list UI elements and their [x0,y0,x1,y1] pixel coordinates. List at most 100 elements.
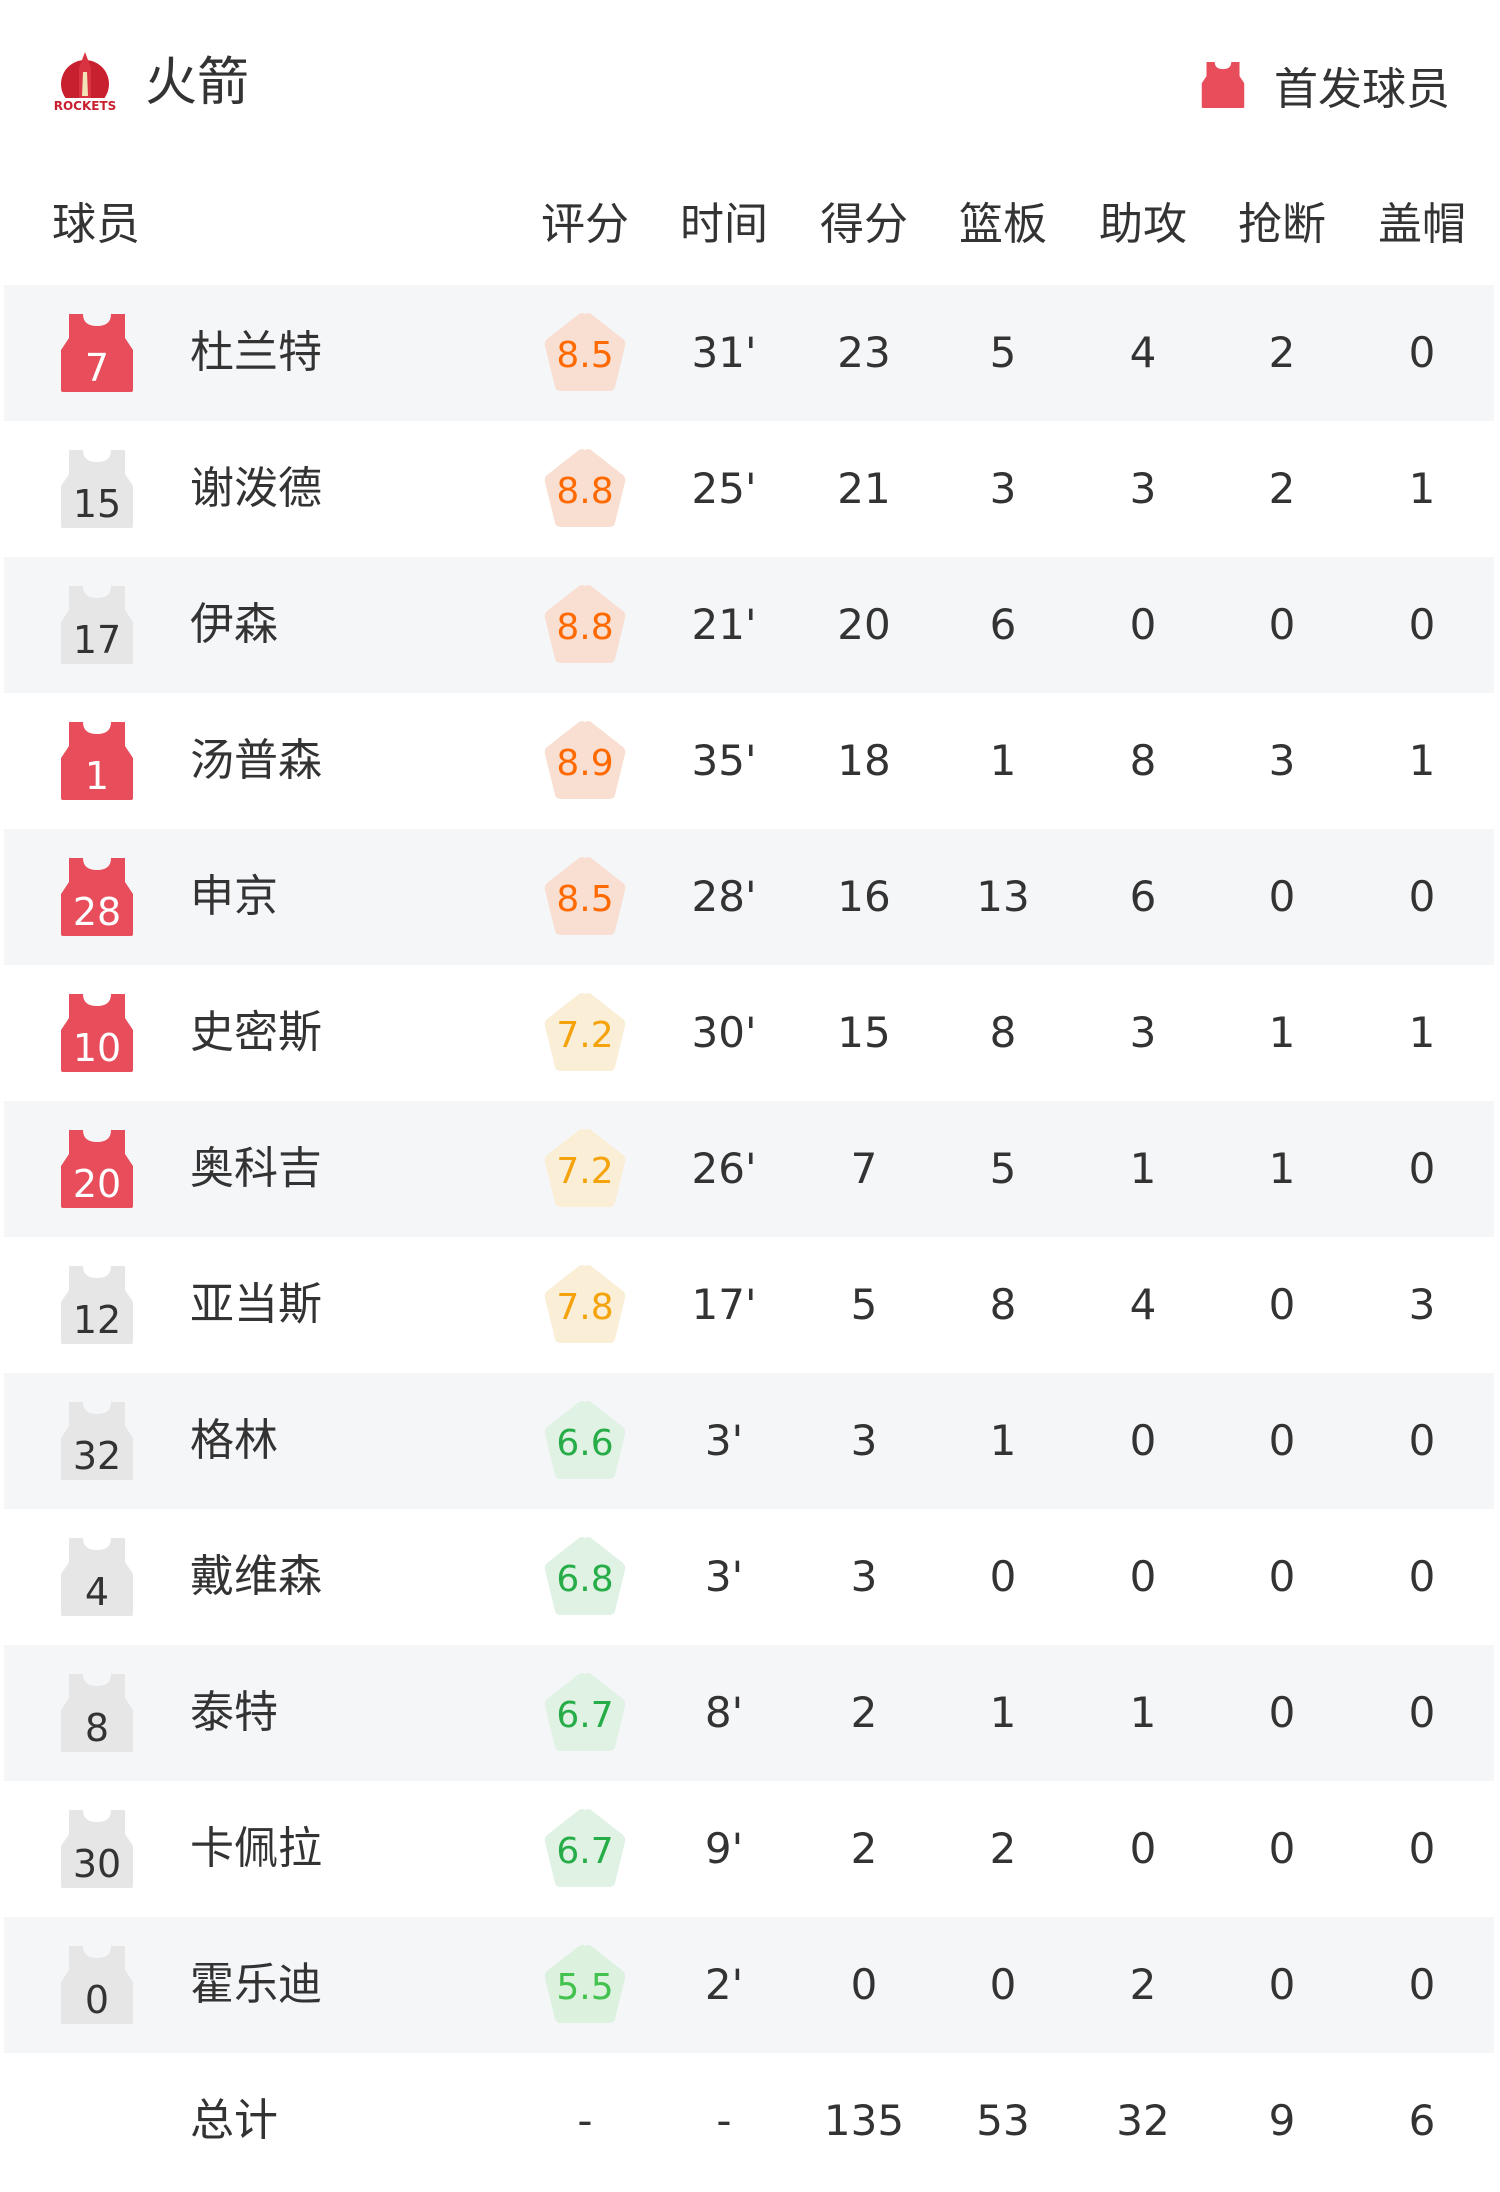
rating-badge: 8.9 [543,719,627,801]
column-header-assists[interactable]: 助攻 [1099,199,1187,250]
player-name[interactable]: 谢泼德 [190,463,322,514]
totals-steals: 9 [1268,2096,1296,2145]
player-name[interactable]: 奥科吉 [190,1143,322,1194]
player-name[interactable]: 戴维森 [190,1551,322,1602]
jersey-icon: 12 [61,1266,133,1344]
jersey-number: 15 [73,482,121,526]
pentagon-icon [544,1537,626,1615]
stat-assists: 0 [1129,600,1157,649]
jersey-number: 10 [73,1026,121,1070]
pentagon-icon [544,857,626,935]
table-row[interactable]: 4 戴维森 6.8 3' 3 0 0 0 0 [4,1509,1494,1645]
table-row[interactable]: 20 奥科吉 7.2 26' 7 5 1 1 0 [4,1101,1494,1237]
stat-blocks: 0 [1408,1688,1436,1737]
rating-badge: 6.6 [543,1399,627,1481]
rating-badge: 7.2 [543,991,627,1073]
pentagon-icon [544,1673,626,1751]
stat-steals: 0 [1268,1688,1296,1737]
stat-blocks: 0 [1408,1552,1436,1601]
table-row[interactable]: 30 卡佩拉 6.7 9' 2 2 0 0 0 [4,1781,1494,1917]
player-name[interactable]: 杜兰特 [190,327,322,378]
stat-steals: 3 [1268,736,1296,785]
stat-points: 0 [850,1960,878,2009]
stat-points: 20 [837,600,891,649]
stat-assists: 1 [1129,1688,1157,1737]
stat-assists: 2 [1129,1960,1157,2009]
stat-time: 30' [691,1008,757,1057]
column-header-blocks[interactable]: 盖帽 [1378,199,1466,250]
rating-value: 6.7 [556,1831,614,1872]
column-header-rebounds[interactable]: 篮板 [959,199,1047,250]
rating-value: 8.5 [556,335,614,376]
stat-blocks: 3 [1408,1280,1436,1329]
stat-blocks: 1 [1408,464,1436,513]
stat-points: 7 [850,1144,878,1193]
stat-rebounds: 0 [989,1960,1017,2009]
rating-badge: 8.5 [543,855,627,937]
table-row[interactable]: 1 汤普森 8.9 35' 18 1 8 3 1 [4,693,1494,829]
totals-time: - [716,2096,732,2145]
table-row[interactable]: 0 霍乐迪 5.5 2' 0 0 2 0 0 [4,1917,1494,2053]
column-header-steals[interactable]: 抢断 [1238,199,1326,250]
rating-badge: 6.7 [543,1807,627,1889]
stat-points: 3 [850,1416,878,1465]
player-name[interactable]: 史密斯 [190,1007,322,1058]
player-name[interactable]: 汤普森 [190,735,322,786]
column-header-rating[interactable]: 评分 [541,199,629,250]
pentagon-icon [544,721,626,799]
table-row[interactable]: 10 史密斯 7.2 30' 15 8 3 1 1 [4,965,1494,1101]
stat-blocks: 1 [1408,736,1436,785]
player-name[interactable]: 申京 [190,871,278,922]
stat-blocks: 0 [1408,1144,1436,1193]
table-row[interactable]: 17 伊森 8.8 21' 20 6 0 0 0 [4,557,1494,693]
table-row[interactable]: 8 泰特 6.7 8' 2 1 1 0 0 [4,1645,1494,1781]
stat-points: 3 [850,1552,878,1601]
stat-rebounds: 0 [989,1552,1017,1601]
column-header-points[interactable]: 得分 [820,199,908,250]
rating-value: 8.9 [556,743,614,784]
legend-label: 首发球员 [1274,64,1450,115]
pentagon-icon [544,1401,626,1479]
player-name[interactable]: 格林 [190,1415,278,1466]
totals-rebounds: 53 [976,2096,1030,2145]
team-header: ROCKETS 火箭 首发球员 [0,0,1500,170]
rating-badge: 6.7 [543,1671,627,1753]
stat-assists: 0 [1129,1416,1157,1465]
table-row[interactable]: 28 申京 8.5 28' 16 13 6 0 0 [4,829,1494,965]
stat-blocks: 0 [1408,872,1436,921]
rockets-logo: ROCKETS [52,52,118,114]
totals-points: 135 [823,2096,905,2145]
jersey-number: 32 [73,1434,121,1478]
stat-steals: 0 [1268,1960,1296,2009]
jersey-number: 0 [85,1978,109,2022]
player-name[interactable]: 卡佩拉 [190,1823,322,1874]
starter-jersey-icon [1201,62,1245,108]
table-row[interactable]: 32 格林 6.6 3' 3 1 0 0 0 [4,1373,1494,1509]
table-row[interactable]: 15 谢泼德 8.8 25' 21 3 3 2 1 [4,421,1494,557]
rating-value: 7.8 [556,1287,614,1328]
stat-steals: 2 [1268,328,1296,377]
stat-points: 23 [837,328,891,377]
table-row[interactable]: 7 杜兰特 8.5 31' 23 5 4 2 0 [4,285,1494,421]
player-name[interactable]: 亚当斯 [190,1279,322,1330]
column-header-time[interactable]: 时间 [680,199,768,250]
jersey-icon: 7 [61,314,133,392]
stat-assists: 1 [1129,1144,1157,1193]
stat-rebounds: 3 [989,464,1017,513]
rating-badge: 5.5 [543,1943,627,2025]
stat-points: 2 [850,1824,878,1873]
column-header-player: 球员 [52,199,140,250]
stat-points: 2 [850,1688,878,1737]
stat-steals: 0 [1268,600,1296,649]
player-name[interactable]: 霍乐迪 [190,1959,322,2010]
player-name[interactable]: 泰特 [190,1687,278,1738]
jersey-icon: 0 [61,1946,133,2024]
stat-rebounds: 1 [989,1688,1017,1737]
table-row[interactable]: 12 亚当斯 7.8 17' 5 8 4 0 3 [4,1237,1494,1373]
rating-badge: 8.8 [543,447,627,529]
rating-value: 7.2 [556,1015,614,1056]
svg-text:ROCKETS: ROCKETS [54,99,117,113]
pentagon-icon [544,449,626,527]
stat-rebounds: 6 [989,600,1017,649]
player-name[interactable]: 伊森 [190,599,278,650]
